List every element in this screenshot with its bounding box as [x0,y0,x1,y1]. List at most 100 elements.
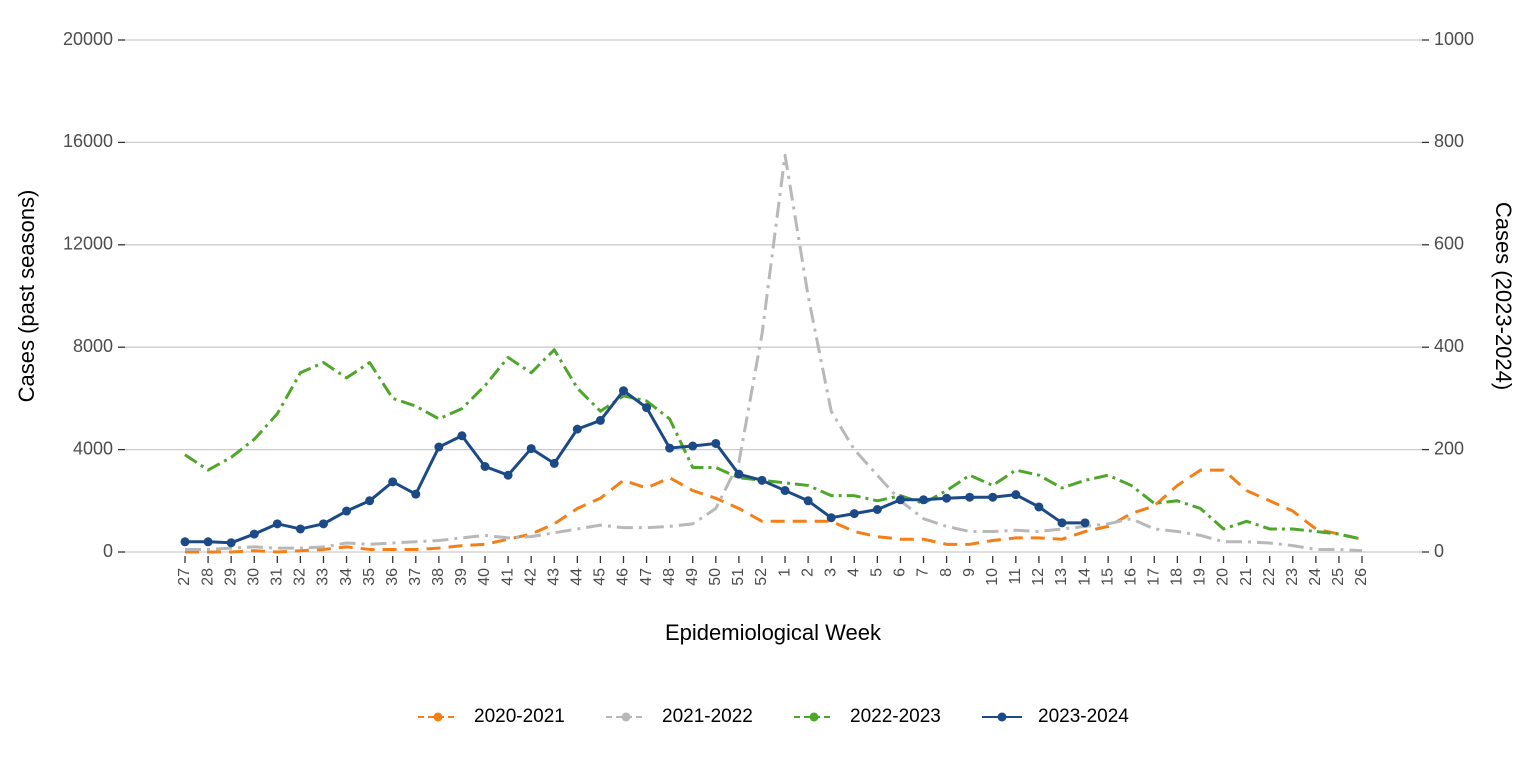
y2-tick-label: 800 [1434,131,1464,151]
y-tick-label: 12000 [63,234,113,254]
x-tick-label: 28 [199,568,216,586]
x-tick-label: 2 [799,568,816,577]
series-point [457,431,467,441]
x-tick-label: 48 [661,568,678,586]
x-tick-label: 52 [753,568,770,586]
legend-label: 2022-2023 [850,706,941,727]
series-point [826,513,836,523]
x-tick-label: 33 [315,568,332,586]
x-tick-label: 27 [176,568,193,586]
series-point [203,537,213,547]
series-point [272,519,282,529]
series-point [295,524,305,534]
x-tick-label: 19 [1192,568,1209,586]
x-tick-label: 29 [222,568,239,586]
series-point [342,506,352,516]
legend-label: 2021-2022 [662,706,753,727]
series-point [1011,490,1021,500]
y2-tick-label: 0 [1434,541,1444,561]
x-tick-label: 12 [1030,568,1047,586]
series-point [734,469,744,479]
series-point [895,495,905,505]
y-tick-label: 4000 [73,438,113,458]
series-point [503,470,513,480]
series-point [365,496,375,506]
x-tick-label: 43 [545,568,562,586]
x-tick-label: 25 [1330,568,1347,586]
series-point [688,441,698,451]
series-point [942,493,952,503]
x-tick-label: 26 [1353,568,1370,586]
legend-label: 2023-2024 [1038,706,1129,727]
x-tick-label: 40 [476,568,493,586]
series-point [411,489,421,499]
x-tick-label: 36 [384,568,401,586]
x-tick-label: 44 [569,568,586,586]
series-point [480,461,490,471]
x-tick-label: 49 [684,568,701,586]
x-tick-label: 34 [338,568,355,586]
x-axis-title: Epidemiological Week [665,620,882,645]
legend-key-point [809,712,819,722]
x-tick-label: 31 [269,568,286,586]
y2-tick-label: 600 [1434,234,1464,254]
x-tick-label: 22 [1261,568,1278,586]
series-point [642,403,652,413]
series-point [1080,518,1090,528]
x-tick-label: 5 [869,568,886,577]
series-point [780,486,790,496]
x-tick-label: 24 [1307,568,1324,586]
legend-key-point [621,712,631,722]
series-point [757,475,767,485]
y-axis-title: Cases (past seasons) [14,190,39,403]
x-tick-label: 17 [1146,568,1163,586]
y-tick-label: 16000 [63,131,113,151]
series-point [318,519,328,529]
series-point [872,505,882,515]
y2-tick-label: 1000 [1434,29,1474,49]
series-point [1057,518,1067,528]
series-point [434,442,444,452]
x-tick-label: 42 [522,568,539,586]
x-tick-label: 47 [638,568,655,586]
y2-tick-label: 400 [1434,336,1464,356]
x-tick-label: 6 [892,568,909,577]
x-tick-label: 32 [292,568,309,586]
x-tick-label: 10 [984,568,1001,586]
legend-key-point [997,712,1007,722]
x-tick-label: 35 [361,568,378,586]
series-point [665,443,675,453]
series-point [849,509,859,519]
x-tick-label: 18 [1169,568,1186,586]
series-point [388,477,398,487]
series-point [711,438,721,448]
x-tick-label: 16 [1122,568,1139,586]
series-line [185,389,1086,545]
x-tick-label: 7 [915,568,932,577]
y-tick-label: 8000 [73,336,113,356]
x-tick-label: 23 [1284,568,1301,586]
series-point [919,495,929,505]
series-point [226,538,236,548]
x-tick-label: 4 [845,568,862,577]
y-tick-label: 20000 [63,29,113,49]
series-point [249,529,259,539]
series-point [1034,502,1044,512]
x-tick-label: 50 [707,568,724,586]
x-tick-label: 14 [1076,568,1093,586]
x-tick-label: 8 [938,568,955,577]
x-tick-label: 41 [499,568,516,586]
legend-label: 2020-2021 [474,706,565,727]
x-tick-label: 13 [1053,568,1070,586]
x-tick-label: 46 [615,568,632,586]
x-tick-label: 30 [245,568,262,586]
x-tick-label: 9 [961,568,978,577]
legend-key-point [433,712,443,722]
series-point [180,537,190,547]
x-tick-label: 11 [1007,568,1024,585]
x-tick-label: 1 [776,568,793,577]
series-point [803,496,813,506]
series-point [988,492,998,502]
x-tick-label: 15 [1099,568,1116,586]
